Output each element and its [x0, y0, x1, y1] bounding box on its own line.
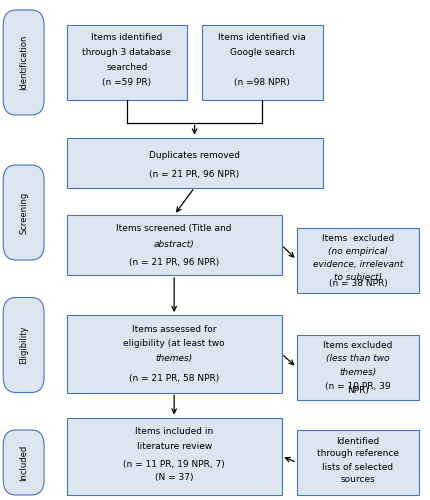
Bar	[297, 335, 419, 400]
Text: (n = 38 NPR): (n = 38 NPR)	[329, 279, 387, 288]
Text: searched: searched	[106, 63, 147, 72]
Text: (n =98 NPR): (n =98 NPR)	[234, 78, 290, 87]
Text: NPR): NPR)	[347, 386, 369, 396]
FancyBboxPatch shape	[3, 165, 44, 260]
Bar	[67, 215, 282, 275]
Text: to subject): to subject)	[334, 273, 382, 282]
Text: Items included in: Items included in	[135, 427, 213, 436]
Text: evidence, irrelevant: evidence, irrelevant	[313, 260, 403, 269]
Text: (N = 37): (N = 37)	[155, 473, 194, 482]
Text: (less than two: (less than two	[326, 354, 390, 364]
Text: literature review: literature review	[137, 442, 212, 451]
Bar	[67, 315, 282, 392]
Text: through 3 database: through 3 database	[83, 48, 171, 57]
Bar	[67, 138, 322, 188]
Bar	[297, 228, 419, 292]
Text: (n =59 PR): (n =59 PR)	[102, 78, 151, 87]
Bar	[202, 25, 322, 100]
Text: Included: Included	[19, 444, 28, 480]
Text: Google search: Google search	[230, 48, 295, 57]
Text: Items  excluded: Items excluded	[322, 234, 394, 243]
FancyBboxPatch shape	[3, 298, 44, 392]
Text: (n = 10 PR, 39: (n = 10 PR, 39	[325, 382, 391, 390]
Text: lists of selected: lists of selected	[322, 462, 393, 471]
Text: Screening: Screening	[19, 192, 28, 234]
Text: themes): themes)	[156, 354, 193, 364]
Text: abstract): abstract)	[154, 240, 194, 248]
Bar	[67, 418, 282, 495]
Text: Items screened (Title and: Items screened (Title and	[117, 224, 232, 234]
Text: (n = 21 PR, 96 NPR): (n = 21 PR, 96 NPR)	[150, 170, 240, 179]
Text: Identification: Identification	[19, 35, 28, 90]
Text: Duplicates removed: Duplicates removed	[149, 150, 240, 160]
Text: Identified: Identified	[336, 436, 380, 446]
Text: Items assessed for: Items assessed for	[132, 324, 216, 334]
FancyBboxPatch shape	[3, 10, 44, 115]
Text: (no empirical: (no empirical	[328, 247, 388, 256]
Bar	[297, 430, 419, 495]
Text: (n = 11 PR, 19 NPR, 7): (n = 11 PR, 19 NPR, 7)	[123, 460, 225, 469]
Text: (n = 21 PR, 58 NPR): (n = 21 PR, 58 NPR)	[129, 374, 219, 383]
FancyBboxPatch shape	[3, 430, 44, 495]
Bar	[67, 25, 187, 100]
Text: eligibility (at least two: eligibility (at least two	[123, 340, 225, 348]
Text: themes): themes)	[339, 368, 377, 376]
Text: (n = 21 PR, 96 NPR): (n = 21 PR, 96 NPR)	[129, 258, 219, 267]
Text: Items excluded: Items excluded	[323, 342, 393, 350]
Text: Items identified via: Items identified via	[218, 33, 306, 42]
Text: sources: sources	[341, 476, 375, 484]
Text: Eligibility: Eligibility	[19, 326, 28, 364]
Text: Items identified: Items identified	[91, 33, 163, 42]
Text: through reference: through reference	[317, 450, 399, 458]
